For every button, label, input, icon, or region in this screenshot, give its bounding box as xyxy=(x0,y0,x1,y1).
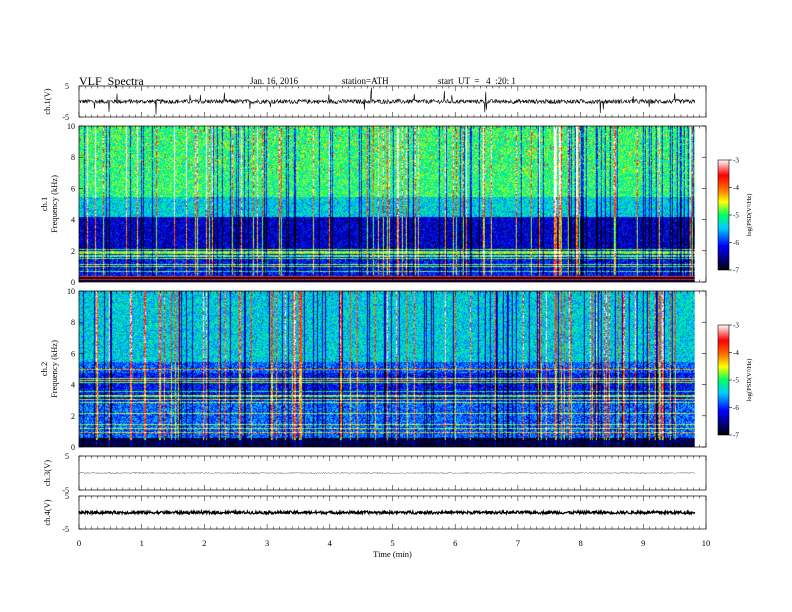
ch2-spectrogram-ytick-label: 0 xyxy=(71,443,75,452)
xtick-label: 4 xyxy=(328,538,333,548)
ch2-spectrogram-ylabel-frequency: Frequency (kHz) xyxy=(49,340,59,398)
ch2-spectrogram-ytick-label: 10 xyxy=(67,287,75,296)
ch2-spectrogram-colorbar xyxy=(717,324,730,436)
ch1-spectrogram-image xyxy=(79,126,695,282)
xtick-label: 6 xyxy=(453,538,457,548)
ch4-waveform-ytick-label: 5 xyxy=(65,492,69,501)
xtick-label: 8 xyxy=(578,538,582,548)
xtick-label: 1 xyxy=(140,538,144,548)
ch1-spectrogram-colorbar xyxy=(717,159,730,271)
ch2-spectrogram-ytick-label: 6 xyxy=(71,349,75,358)
xtick-label: 0 xyxy=(77,538,81,548)
ch1-spectrogram-colorbar-tick-label: -5 xyxy=(733,212,739,220)
ch3-waveform-trace xyxy=(78,471,695,475)
station-label: station=ATH xyxy=(342,76,389,86)
ch2-spectrogram-image xyxy=(79,291,695,447)
ch2-spectrogram-colorbar-tick-label: -4 xyxy=(733,349,739,357)
ch1-spectrogram-ytick-label: 10 xyxy=(67,122,75,131)
ch1-spectrogram-ytick-label: 2 xyxy=(71,247,75,256)
xtick-label: 7 xyxy=(516,538,520,548)
ch3-waveform-ytick-label: 5 xyxy=(65,452,69,461)
ch1-waveform-ylabel: ch.1(V) xyxy=(42,88,52,114)
ch2-spectrogram-colorbar-tick-label: -7 xyxy=(733,432,739,440)
ch1-spectrogram-ytick-label: 4 xyxy=(71,216,75,225)
ch1-spectrogram-ytick-label: 8 xyxy=(71,153,75,162)
ch2-spectrogram-ytick-label: 4 xyxy=(71,381,75,390)
start-time-label: start UT = 4 :20: 1 xyxy=(438,76,516,86)
ch1-waveform-ytick-label: 5 xyxy=(65,82,69,91)
xtick-label: 9 xyxy=(641,538,645,548)
ch1-spectrogram-colorbar-tick-label: -3 xyxy=(733,157,739,165)
xtick-label: 3 xyxy=(265,538,269,548)
ch1-spectrogram-colorbar-label: log(PSD(V²/Hz) xyxy=(746,194,753,237)
xtick-label: 2 xyxy=(202,538,206,548)
ch1-spectrogram-colorbar-tick-label: -6 xyxy=(733,239,739,247)
ch1-spectrogram-ytick-label: 6 xyxy=(71,184,75,193)
xtick-label: 10 xyxy=(702,538,711,548)
ch3-waveform-ytick-label: -5 xyxy=(62,486,69,495)
ch1-spectrogram-colorbar-tick-label: -7 xyxy=(733,267,739,275)
xtick-label: 5 xyxy=(390,538,394,548)
ch1-spectrogram-ylabel-channel: ch.1 xyxy=(39,197,49,211)
figure-title: VLF Spectra xyxy=(79,74,144,88)
ch2-spectrogram-ylabel-channel: ch.2 xyxy=(39,362,49,376)
ch1-waveform-ytick-label: -5 xyxy=(62,113,69,122)
ch4-waveform-trace xyxy=(78,508,696,517)
ch1-waveform-trace xyxy=(78,87,695,115)
ch2-spectrogram-colorbar-label: log(PSD(V²/Hz) xyxy=(746,359,753,402)
ch4-waveform-ylabel: ch.4(V) xyxy=(42,499,52,525)
ch1-spectrogram-ylabel-frequency: Frequency (kHz) xyxy=(49,175,59,233)
ch2-spectrogram-ytick-label: 8 xyxy=(71,318,75,327)
ch1-spectrogram-colorbar-tick-label: -4 xyxy=(733,184,739,192)
date-label: Jan. 16, 2016 xyxy=(250,76,298,86)
ch1-spectrogram-ytick-label: 0 xyxy=(71,278,75,287)
ch2-spectrogram-ytick-label: 2 xyxy=(71,412,75,421)
ch4-waveform-ytick-label: -5 xyxy=(62,525,69,534)
ch3-waveform-ylabel: ch.3(V) xyxy=(42,460,52,486)
ch2-spectrogram-colorbar-tick-label: -3 xyxy=(733,322,739,330)
ch2-spectrogram-colorbar-tick-label: -6 xyxy=(733,404,739,412)
x-axis-label: Time (min) xyxy=(373,549,412,559)
ch2-spectrogram-colorbar-tick-label: -5 xyxy=(733,377,739,385)
